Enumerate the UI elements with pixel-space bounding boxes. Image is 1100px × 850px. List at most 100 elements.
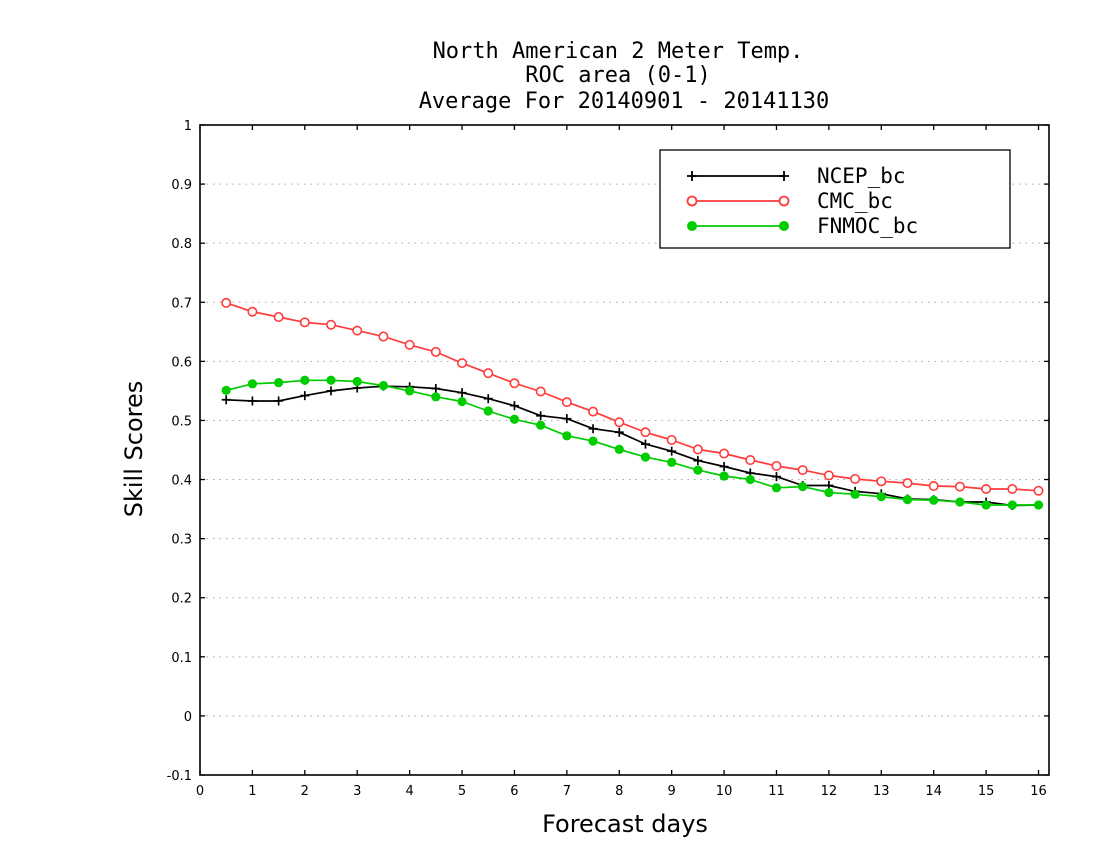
y-tick-label: 0.1 xyxy=(171,651,192,666)
series-line xyxy=(226,385,1039,507)
plot-area-frame xyxy=(199,124,1050,776)
x-tick-label: 16 xyxy=(1030,784,1047,799)
data-point xyxy=(771,472,781,482)
x-tick-label: 15 xyxy=(978,784,995,799)
data-point xyxy=(614,444,624,455)
series-lines xyxy=(221,297,1044,511)
series-line xyxy=(225,302,1039,492)
legend-label: CMC_bc xyxy=(817,189,893,213)
data-point xyxy=(850,489,860,499)
series-ncep-bc xyxy=(221,381,1044,511)
data-point xyxy=(614,417,625,428)
data-point xyxy=(640,439,650,449)
data-point xyxy=(431,392,441,402)
data-point xyxy=(693,465,703,475)
data-point xyxy=(562,414,572,424)
legend-label: NCEP_bc xyxy=(817,164,906,188)
data-point xyxy=(274,378,284,388)
data-point xyxy=(300,375,310,385)
data-point xyxy=(981,500,991,510)
y-tick-label: 0.4 xyxy=(171,474,192,489)
chart-title-line-1: North American 2 Meter Temp. xyxy=(433,39,804,64)
data-point xyxy=(693,456,703,466)
data-point xyxy=(745,455,756,466)
data-point xyxy=(588,436,598,446)
grid-lines xyxy=(200,183,1049,717)
y-tick-label: -0.1 xyxy=(167,769,192,784)
chart-title-line-2: ROC area (0-1) xyxy=(525,63,710,88)
legend-plus-marker xyxy=(687,171,789,181)
data-point xyxy=(378,331,389,342)
data-point xyxy=(876,476,887,487)
x-tick-label: 8 xyxy=(615,784,623,799)
data-point xyxy=(1007,483,1018,494)
data-point xyxy=(1033,500,1044,510)
data-point xyxy=(247,306,258,317)
data-point xyxy=(771,460,782,471)
y-tick-label: 0.2 xyxy=(171,592,192,607)
series-line xyxy=(225,379,1039,506)
data-point xyxy=(588,424,598,434)
data-point xyxy=(823,470,834,481)
data-point xyxy=(928,481,939,492)
data-point xyxy=(404,339,415,350)
series-fnmoc-bc xyxy=(221,375,1044,510)
x-tick-label: 7 xyxy=(563,784,571,799)
data-point xyxy=(692,444,703,455)
x-tick-label: 0 xyxy=(196,784,204,799)
data-point xyxy=(824,487,834,498)
data-point xyxy=(352,376,362,387)
y-tick-label: 0.5 xyxy=(171,414,192,429)
x-tick-label: 14 xyxy=(925,784,942,799)
data-point xyxy=(247,396,257,406)
data-point xyxy=(666,434,677,445)
data-point xyxy=(850,473,861,484)
data-point xyxy=(876,492,886,502)
data-point xyxy=(221,297,232,308)
x-tick-label: 9 xyxy=(668,784,676,799)
legend: NCEP_bc CMC_bc FNMOC_bc xyxy=(659,149,1011,249)
y-axis-title: Skill Scores xyxy=(120,381,148,518)
data-point xyxy=(431,384,441,394)
data-point xyxy=(719,448,730,459)
data-point xyxy=(954,481,965,492)
data-point xyxy=(771,483,782,493)
legend-filled-circle-marker xyxy=(687,221,697,231)
x-tick-label: 6 xyxy=(510,784,518,799)
data-point xyxy=(483,394,493,404)
data-point xyxy=(929,495,939,505)
data-point xyxy=(274,396,284,406)
data-point xyxy=(902,495,913,505)
chart-title-line-3: Average For 20140901 - 20141130 xyxy=(419,89,830,114)
legend-open-circle-marker xyxy=(686,195,698,207)
legend-item-fnmoc: FNMOC_bc xyxy=(687,214,918,238)
data-point xyxy=(719,471,729,481)
data-point xyxy=(955,497,965,507)
legend-label: FNMOC_bc xyxy=(817,214,918,238)
data-point xyxy=(745,474,755,485)
x-tick-label: 1 xyxy=(248,784,256,799)
data-point xyxy=(1007,500,1017,510)
y-tick-label: 0 xyxy=(184,710,192,725)
y-tick-label: 0.3 xyxy=(171,533,192,548)
data-point xyxy=(483,368,494,379)
y-tick-label: 0.8 xyxy=(171,237,192,252)
series-cmc-bc xyxy=(221,297,1044,496)
data-point xyxy=(614,427,624,437)
data-point xyxy=(247,379,258,389)
data-point xyxy=(509,414,520,424)
data-point xyxy=(221,395,231,405)
data-point xyxy=(300,391,310,401)
legend-box xyxy=(659,149,1011,249)
x-tick-label: 4 xyxy=(405,784,413,799)
legend-item-ncep: NCEP_bc xyxy=(687,164,906,188)
data-point xyxy=(719,462,729,472)
legend-open-circle-marker xyxy=(778,195,790,207)
data-point xyxy=(798,482,808,492)
data-point xyxy=(1033,485,1044,496)
data-point xyxy=(273,312,284,323)
x-tick-label: 3 xyxy=(353,784,361,799)
x-tick-label: 12 xyxy=(821,784,838,799)
data-point xyxy=(299,317,310,328)
